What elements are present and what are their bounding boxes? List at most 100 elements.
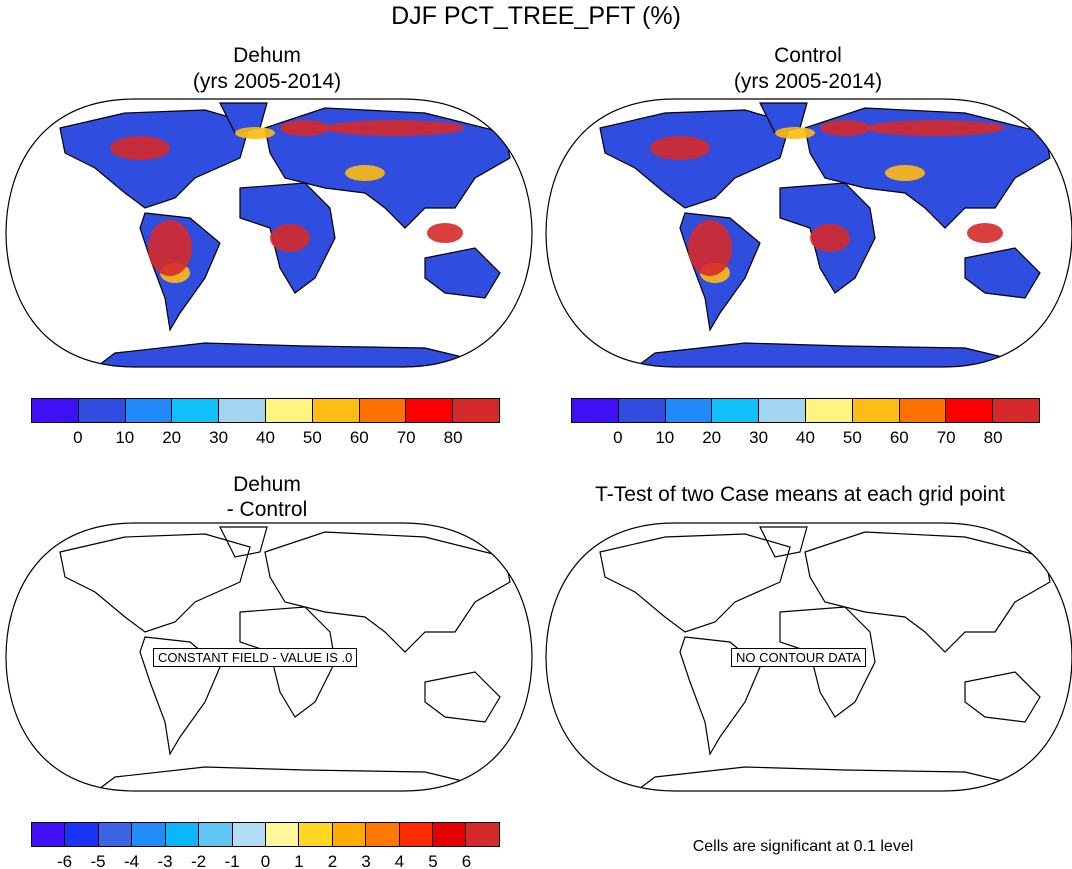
continent-eurasia <box>264 107 511 229</box>
continent-greenland <box>759 526 808 558</box>
colorbar-swatch <box>78 399 126 422</box>
colorbar-tick-label: 5 <box>428 852 438 869</box>
continent-australia <box>424 671 501 723</box>
colorbar-swatch <box>98 823 133 846</box>
colorbar-tick-label: 0 <box>260 852 271 869</box>
colorbar-swatch <box>265 399 313 422</box>
diff-colorbar <box>31 822 500 847</box>
continent-greenland <box>219 526 268 558</box>
tree-cover-patch <box>148 220 192 276</box>
tree-cover-patch <box>820 120 870 136</box>
colorbar-swatch <box>199 823 233 846</box>
colorbar-swatch <box>665 399 713 422</box>
colorbar-tick-label: 70 <box>396 428 416 447</box>
colorbar-swatch <box>399 823 434 846</box>
continent-north-america <box>599 533 791 633</box>
colorbar-tick-label: -3 <box>157 852 173 869</box>
tree-cover-patch <box>280 120 330 136</box>
map-border <box>545 98 1072 368</box>
colorbar-tick-label: -6 <box>56 852 73 869</box>
colorbar-tick-label: 20 <box>162 428 182 447</box>
colorbar-swatch <box>899 399 947 422</box>
map-border <box>545 522 1072 792</box>
tree-cover-patch <box>270 224 310 252</box>
continent-australia <box>964 671 1041 723</box>
diff-subtitle: - Control <box>226 498 308 521</box>
colorbar-tick-label: 40 <box>256 428 275 447</box>
colorbar-tick-label: 70 <box>936 428 956 447</box>
continent-antarctica <box>633 342 1017 367</box>
colorbar-tick-label: -4 <box>123 852 140 869</box>
colorbar-swatch <box>993 399 1039 422</box>
tree-cover-patch <box>885 165 925 181</box>
dehum-map <box>5 98 533 368</box>
colorbar-swatch <box>433 823 467 846</box>
tree-cover-patch <box>775 127 815 139</box>
continent-australia <box>964 247 1041 299</box>
colorbar-swatch <box>332 823 367 846</box>
colorbar-swatch <box>65 823 99 846</box>
figure-title: DJF PCT_TREE_PFT (%) <box>391 2 681 30</box>
continent-antarctica <box>93 342 477 367</box>
colorbar-swatch <box>712 399 760 422</box>
colorbar-tick-label: 60 <box>889 428 909 447</box>
colorbar-swatch <box>312 399 360 422</box>
colorbar-swatch <box>406 399 454 422</box>
map-border <box>5 522 533 792</box>
tree-cover-patch <box>345 165 385 181</box>
colorbar-swatch <box>466 823 499 846</box>
continent-australia <box>424 247 501 299</box>
tree-cover-patch <box>865 120 1005 136</box>
tree-cover-patch <box>325 120 465 136</box>
continent-antarctica <box>633 766 1017 791</box>
colorbar-tick-label: 20 <box>702 428 722 447</box>
colorbar-tick-label: -5 <box>90 852 106 869</box>
ttest-title: T-Test of two Case means at each grid po… <box>595 483 1005 506</box>
tree-cover-patch <box>235 127 275 139</box>
dehum-subtitle: (yrs 2005-2014) <box>192 70 342 93</box>
colorbar-tick-label: 0 <box>613 428 623 447</box>
dehum-title: Dehum <box>233 44 301 67</box>
colorbar-swatch <box>366 823 400 846</box>
continent-africa <box>779 606 876 718</box>
continent-antarctica <box>93 766 477 791</box>
tree-cover-patch <box>110 136 170 160</box>
colorbar-tick-label: 6 <box>461 852 472 869</box>
colorbar-tick-label: -2 <box>190 852 207 869</box>
colorbar-swatch <box>232 823 266 846</box>
colorbar-tick-label: 30 <box>749 428 769 447</box>
colorbar-swatch <box>32 399 79 422</box>
colorbar-tick-label: 30 <box>209 428 229 447</box>
colorbar-swatch <box>572 399 619 422</box>
colorbar-swatch <box>618 399 666 422</box>
colorbar-swatch <box>32 823 66 846</box>
significance-note: Cells are significant at 0.1 level <box>692 838 914 855</box>
colorbar-swatch <box>132 823 166 846</box>
no-contour-label: NO CONTOUR DATA <box>731 648 866 667</box>
colorbar-tick-label: 0 <box>73 428 83 447</box>
colorbar-swatch <box>265 823 300 846</box>
tree-cover-patch <box>427 223 463 243</box>
control-subtitle: (yrs 2005-2014) <box>733 70 883 93</box>
colorbar-swatch <box>172 399 220 422</box>
colorbar-tick-label: 10 <box>655 428 675 447</box>
colorbar-swatch <box>299 823 333 846</box>
map-border <box>5 98 533 368</box>
colorbar-tick-label: 40 <box>796 428 815 447</box>
colorbar-tick-label: 2 <box>327 852 338 869</box>
diff-title: Dehum <box>233 473 301 496</box>
colorbar-tick-label: 80 <box>443 428 463 447</box>
tree-cover-patch <box>810 224 850 252</box>
continent-eurasia <box>804 531 1051 653</box>
colorbar-tick-label: 50 <box>302 428 322 447</box>
continent-africa <box>239 606 336 718</box>
colorbar-tick-label: 50 <box>842 428 862 447</box>
colorbar-swatch <box>125 399 173 422</box>
tree-cover-patch <box>967 223 1003 243</box>
control-map <box>545 98 1072 368</box>
colorbar-tick-label: 3 <box>361 852 371 869</box>
continent-north-america <box>59 109 251 209</box>
colorbar-tick-label: 80 <box>983 428 1003 447</box>
colorbar-swatch <box>453 399 499 422</box>
colorbar-swatch <box>946 399 994 422</box>
